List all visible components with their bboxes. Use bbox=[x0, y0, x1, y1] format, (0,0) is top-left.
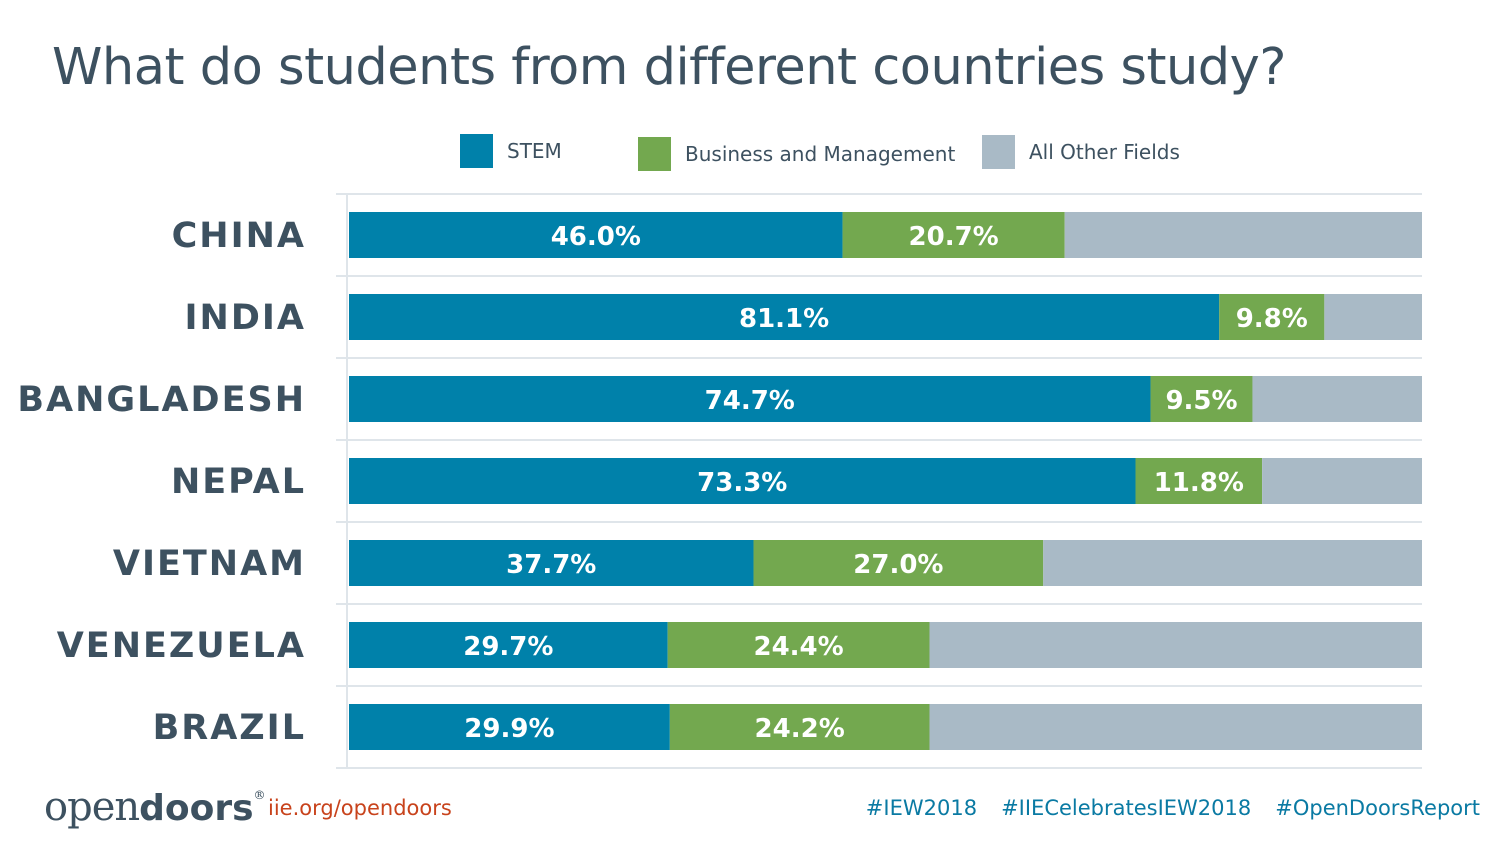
legend-swatch-other bbox=[982, 135, 1015, 169]
website-link[interactable]: iie.org/opendoors bbox=[268, 796, 452, 820]
category-label-bangladesh: BANGLADESH bbox=[17, 380, 306, 420]
legend-label-stem: STEM bbox=[507, 139, 562, 163]
data-label-stem-bangladesh: 74.7% bbox=[705, 386, 795, 416]
page-title: What do students from different countrie… bbox=[52, 38, 1286, 97]
bar-business-and-management-india bbox=[1219, 294, 1325, 340]
data-label-stem-china: 46.0% bbox=[551, 222, 641, 252]
bar-all-other-fields-india bbox=[1324, 294, 1422, 340]
legend-label-other: All Other Fields bbox=[1029, 140, 1180, 164]
bar-stem-brazil bbox=[349, 704, 670, 750]
bar-all-other-fields-brazil bbox=[929, 704, 1422, 750]
bar-all-other-fields-venezuela bbox=[929, 622, 1422, 668]
hashtag-iiecelebratesiew2018[interactable]: #IIECelebratesIEW2018 bbox=[1001, 796, 1252, 820]
bar-stem-china bbox=[349, 212, 843, 258]
legend-label-business: Business and Management bbox=[685, 142, 956, 166]
legend-swatch-business bbox=[638, 137, 671, 171]
category-label-venezuela: VENEZUELA bbox=[57, 626, 306, 666]
logo-registered-mark: ® bbox=[253, 788, 266, 802]
bar-all-other-fields-bangladesh bbox=[1252, 376, 1422, 422]
bar-stem-venezuela bbox=[349, 622, 668, 668]
data-label-stem-brazil: 29.9% bbox=[464, 714, 554, 744]
data-label-stem-nepal: 73.3% bbox=[697, 468, 787, 498]
bar-all-other-fields-vietnam bbox=[1043, 540, 1422, 586]
data-label-stem-vietnam: 37.7% bbox=[506, 550, 596, 580]
data-label-business-and-management-india: 9.8% bbox=[1236, 304, 1308, 334]
category-label-india: INDIA bbox=[185, 298, 306, 338]
bar-business-and-management-vietnam bbox=[753, 540, 1044, 586]
data-label-business-and-management-bangladesh: 9.5% bbox=[1165, 386, 1237, 416]
data-label-stem-venezuela: 29.7% bbox=[463, 632, 553, 662]
hashtag-opendoorsreport[interactable]: #OpenDoorsReport bbox=[1275, 796, 1480, 820]
data-label-business-and-management-vietnam: 27.0% bbox=[853, 550, 943, 580]
legend-item-stem: STEM bbox=[460, 134, 562, 168]
bar-business-and-management-bangladesh bbox=[1150, 376, 1253, 422]
data-label-business-and-management-brazil: 24.2% bbox=[755, 714, 845, 744]
legend-item-other: All Other Fields bbox=[982, 135, 1180, 169]
bar-business-and-management-brazil bbox=[669, 704, 930, 750]
bar-all-other-fields-nepal bbox=[1262, 458, 1422, 504]
logo-text-doors: doors bbox=[139, 788, 254, 829]
category-label-china: CHINA bbox=[172, 216, 306, 256]
hashtag-list: #IEW2018 #IIECelebratesIEW2018 #OpenDoor… bbox=[866, 796, 1480, 820]
bar-stem-vietnam bbox=[349, 540, 754, 586]
data-label-business-and-management-nepal: 11.8% bbox=[1154, 468, 1244, 498]
bar-business-and-management-nepal bbox=[1135, 458, 1263, 504]
data-label-business-and-management-china: 20.7% bbox=[909, 222, 999, 252]
hashtag-iew2018[interactable]: #IEW2018 bbox=[865, 796, 978, 820]
bar-business-and-management-china bbox=[842, 212, 1065, 258]
bar-stem-bangladesh bbox=[349, 376, 1151, 422]
data-label-business-and-management-venezuela: 24.4% bbox=[753, 632, 843, 662]
legend-item-business: Business and Management bbox=[638, 137, 955, 171]
logo-text-open: open bbox=[44, 784, 140, 830]
category-label-nepal: NEPAL bbox=[171, 462, 306, 502]
bar-business-and-management-venezuela bbox=[667, 622, 930, 668]
bar-stem-india bbox=[349, 294, 1220, 340]
category-label-vietnam: VIETNAM bbox=[113, 544, 306, 584]
opendoors-logo: opendoors® bbox=[44, 784, 266, 830]
data-label-stem-india: 81.1% bbox=[739, 304, 829, 334]
bar-all-other-fields-china bbox=[1064, 212, 1422, 258]
bar-stem-nepal bbox=[349, 458, 1136, 504]
category-label-brazil: BRAZIL bbox=[153, 708, 306, 748]
legend-swatch-stem bbox=[460, 134, 493, 168]
